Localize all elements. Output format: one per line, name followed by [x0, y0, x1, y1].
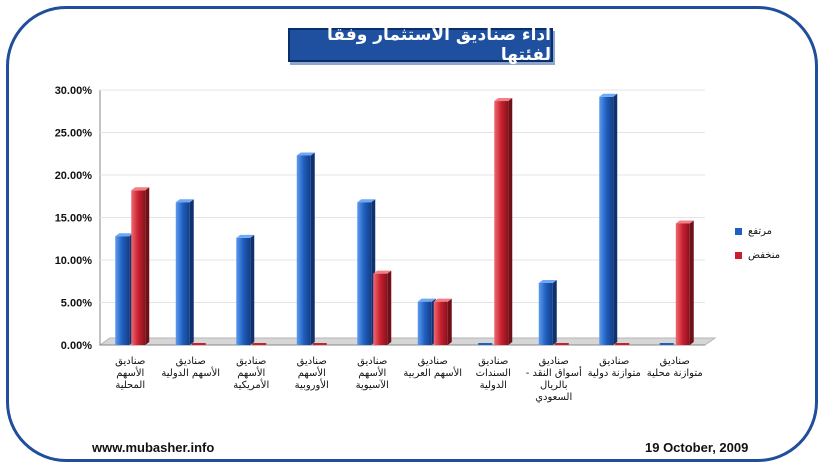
bar-0-2 — [236, 237, 251, 345]
bar-1-1 — [191, 343, 206, 345]
bar-top-0-0 — [115, 233, 134, 237]
y-axis: 0.00% 5.00% 10.00% 15.00% 20.00% 25.00% 30.00% — [55, 85, 93, 352]
bar-0-4 — [357, 202, 372, 345]
legend-swatch-high — [735, 228, 742, 235]
x-tick-label: صناديق متوازنة محلية — [646, 356, 703, 379]
bar-1-4 — [373, 273, 388, 345]
x-tick-label: صناديق أسواق النقد - بالريال السعودي — [525, 356, 582, 403]
legend-label-high: مرتفع — [748, 226, 773, 237]
bar-0-1 — [175, 202, 190, 345]
bar-top-1-4 — [373, 270, 392, 274]
x-tick-label: صناديق الأسهم الدولية — [161, 356, 221, 379]
y-tick-label: 25.00% — [55, 128, 93, 140]
bar-top-0-8 — [599, 93, 618, 97]
bar-top-0-1 — [175, 199, 194, 203]
bar-0-8 — [599, 96, 614, 345]
bar-top-1-9 — [675, 220, 694, 224]
bar-1-2 — [252, 343, 267, 345]
chart-title: اداء صناديق الاستثمار وفقا لفئتها — [327, 25, 551, 65]
bar-top-0-4 — [357, 199, 376, 203]
footer-date: 19 October, 2009 — [645, 440, 749, 455]
bar-top-0-3 — [296, 152, 315, 156]
y-tick-label: 0.00% — [61, 340, 92, 352]
y-tick-label: 30.00% — [55, 85, 93, 97]
bar-top-0-7 — [538, 279, 557, 283]
legend-item-low: منخفض — [735, 250, 780, 261]
bar-top-1-5 — [433, 298, 452, 302]
bar-1-5 — [433, 301, 448, 345]
legend-swatch-low — [735, 252, 742, 259]
bar-side-1-5 — [447, 298, 452, 345]
bar-1-3 — [312, 343, 327, 345]
x-tick-label: صناديق متوازنة دولية — [587, 356, 641, 379]
bars — [115, 93, 694, 345]
x-tick-label: صناديق الأسهم الأوروبية — [294, 356, 329, 391]
bar-side-0-7 — [552, 279, 557, 345]
bar-side-0-1 — [189, 199, 194, 345]
bar-1-0 — [131, 190, 146, 345]
x-tick-label: صناديق السندات الدولية — [475, 356, 511, 391]
bar-0-3 — [296, 155, 311, 345]
bar-side-1-0 — [145, 187, 150, 345]
bar-side-0-2 — [250, 234, 255, 345]
bar-0-9 — [659, 343, 674, 345]
bar-top-1-0 — [131, 187, 150, 191]
footer-website: www.mubasher.info — [92, 440, 215, 455]
chart-title-box: اداء صناديق الاستثمار وفقا لفئتها — [288, 25, 553, 65]
x-tick-label: صناديق الأسهم العربية — [403, 356, 463, 379]
bar-top-1-6 — [494, 98, 513, 102]
bar-0-7 — [538, 282, 553, 345]
bar-side-1-4 — [387, 270, 392, 345]
x-tick-label: صناديق الأسهم المحلية — [115, 356, 146, 391]
legend-item-high: مرتفع — [735, 226, 772, 237]
bar-top-0-5 — [417, 298, 436, 302]
bar-0-6 — [478, 343, 493, 345]
bar-side-1-9 — [689, 220, 694, 345]
x-tick-label: صناديق الأسهم الأمريكية — [233, 356, 270, 391]
y-tick-label: 10.00% — [55, 255, 93, 267]
bar-1-8 — [615, 343, 630, 345]
x-tick-label: صناديق الأسهم الآسيوية — [355, 356, 389, 391]
legend-label-low: منخفض — [748, 250, 781, 261]
bar-1-6 — [494, 101, 509, 345]
y-tick-label: 20.00% — [55, 170, 93, 182]
bar-side-1-6 — [508, 98, 513, 345]
y-tick-label: 15.00% — [55, 213, 93, 225]
bar-side-0-8 — [613, 93, 618, 345]
y-tick-label: 5.00% — [61, 298, 92, 310]
bar-0-0 — [115, 236, 130, 345]
bar-1-7 — [554, 343, 569, 345]
bar-0-5 — [417, 301, 432, 345]
bar-side-0-3 — [310, 152, 315, 345]
bar-1-9 — [675, 223, 690, 345]
bar-top-0-2 — [236, 234, 255, 238]
